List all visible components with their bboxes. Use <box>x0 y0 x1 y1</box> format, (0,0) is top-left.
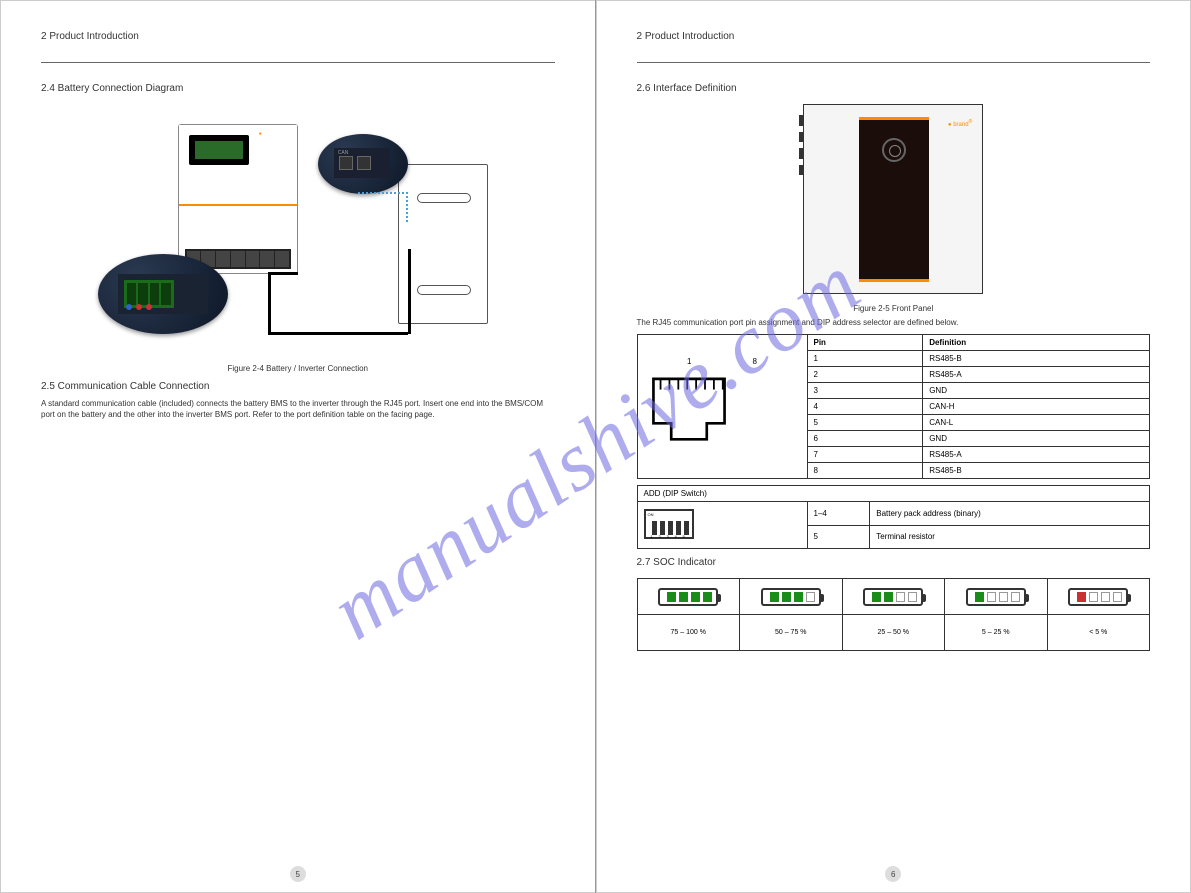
comm-cable-icon <box>358 192 408 194</box>
dip-title: ADD (DIP Switch) <box>637 486 1150 502</box>
zoom-comm-inner: CAN <box>334 148 390 178</box>
device-front-view: ● brand® <box>803 104 983 294</box>
inverter-screen <box>189 135 249 165</box>
device-side-ports-icon <box>799 115 804 175</box>
page-number-left: 5 <box>290 866 306 882</box>
soc-icons-row <box>637 579 1150 615</box>
def-col-header: Definition <box>923 335 1150 351</box>
pin-col-header: Pin <box>807 335 923 351</box>
page-number-right: 6 <box>885 866 901 882</box>
device-center-panel <box>859 117 929 282</box>
wire-blue-icon <box>126 304 132 310</box>
zoom-terminals <box>98 254 228 334</box>
power-cable-icon <box>408 249 411 334</box>
battery-handle-icon <box>417 193 471 203</box>
inverter-unit: ● <box>178 124 298 274</box>
zoom-terminals-inner <box>118 274 208 314</box>
comm-cable-icon <box>406 192 408 222</box>
power-button-icon <box>882 138 906 162</box>
rj45-pin8-label: 8 <box>753 357 757 366</box>
rj45-pin1-label: 1 <box>687 357 691 366</box>
rj45-diagram-cell: 1 8 <box>637 335 807 479</box>
page-right: 2 Product Introduction 2.6 Interface Def… <box>596 0 1191 893</box>
page-left: 2 Product Introduction 2.4 Battery Conne… <box>0 0 596 893</box>
battery-level-icon <box>1068 588 1128 606</box>
header-rule-right <box>637 62 1151 63</box>
section-interface-title: 2.6 Interface Definition <box>637 83 1151 94</box>
power-cable-icon <box>268 332 408 335</box>
dip-switch-table: ADD (DIP Switch) ON 1 2 3 4 5 <box>637 485 1151 549</box>
soc-title: 2.7 SOC Indicator <box>637 557 1151 568</box>
dip-diagram-cell: ON 1 2 3 4 5 <box>637 502 807 549</box>
soc-indicator-table: 75 – 100 % 50 – 75 % 25 – 50 % 5 – 25 % … <box>637 578 1151 651</box>
inverter-top: ● <box>179 125 297 206</box>
battery-level-icon <box>966 588 1026 606</box>
dip-switch-icon: ON 1 2 3 4 5 <box>644 509 694 539</box>
battery-level-icon <box>863 588 923 606</box>
power-cable-icon <box>268 272 271 332</box>
comm-body: A standard communication cable (included… <box>41 398 555 420</box>
battery-level-icon <box>761 588 821 606</box>
port-label: CAN <box>338 150 349 156</box>
section-diagram-title: 2.4 Battery Connection Diagram <box>41 83 555 94</box>
header-right: 2 Product Introduction <box>637 31 1151 42</box>
section-comm-title: 2.5 Communication Cable Connection <box>41 381 555 392</box>
soc-labels-row: 75 – 100 % 50 – 75 % 25 – 50 % 5 – 25 % … <box>637 615 1150 651</box>
battery-handle-icon <box>417 285 471 295</box>
rj45-port-icon <box>339 156 353 170</box>
device-caption: Figure 2-5 Front Panel <box>637 304 1151 313</box>
header-rule-left <box>41 62 555 63</box>
zoom-comm-port: CAN <box>318 134 408 194</box>
interface-body: The RJ45 communication port pin assignme… <box>637 317 1151 328</box>
connection-diagram: ● <box>78 114 518 354</box>
battery-unit <box>398 164 488 324</box>
header-left: 2 Product Introduction <box>41 31 555 42</box>
pin-definition-table: 1 8 Pin Definition <box>637 334 1151 479</box>
spread-gutter <box>595 0 596 893</box>
rj45-connector-icon <box>644 370 734 450</box>
wire-red-icon <box>146 304 152 310</box>
rj45-port-icon <box>357 156 371 170</box>
inverter-brand-icon: ● <box>259 131 289 137</box>
battery-level-icon <box>658 588 718 606</box>
device-brand-icon: ● brand® <box>948 119 972 128</box>
power-cable-icon <box>268 272 298 275</box>
diagram-caption: Figure 2-4 Battery / Inverter Connection <box>41 364 555 373</box>
wire-red-icon <box>136 304 142 310</box>
